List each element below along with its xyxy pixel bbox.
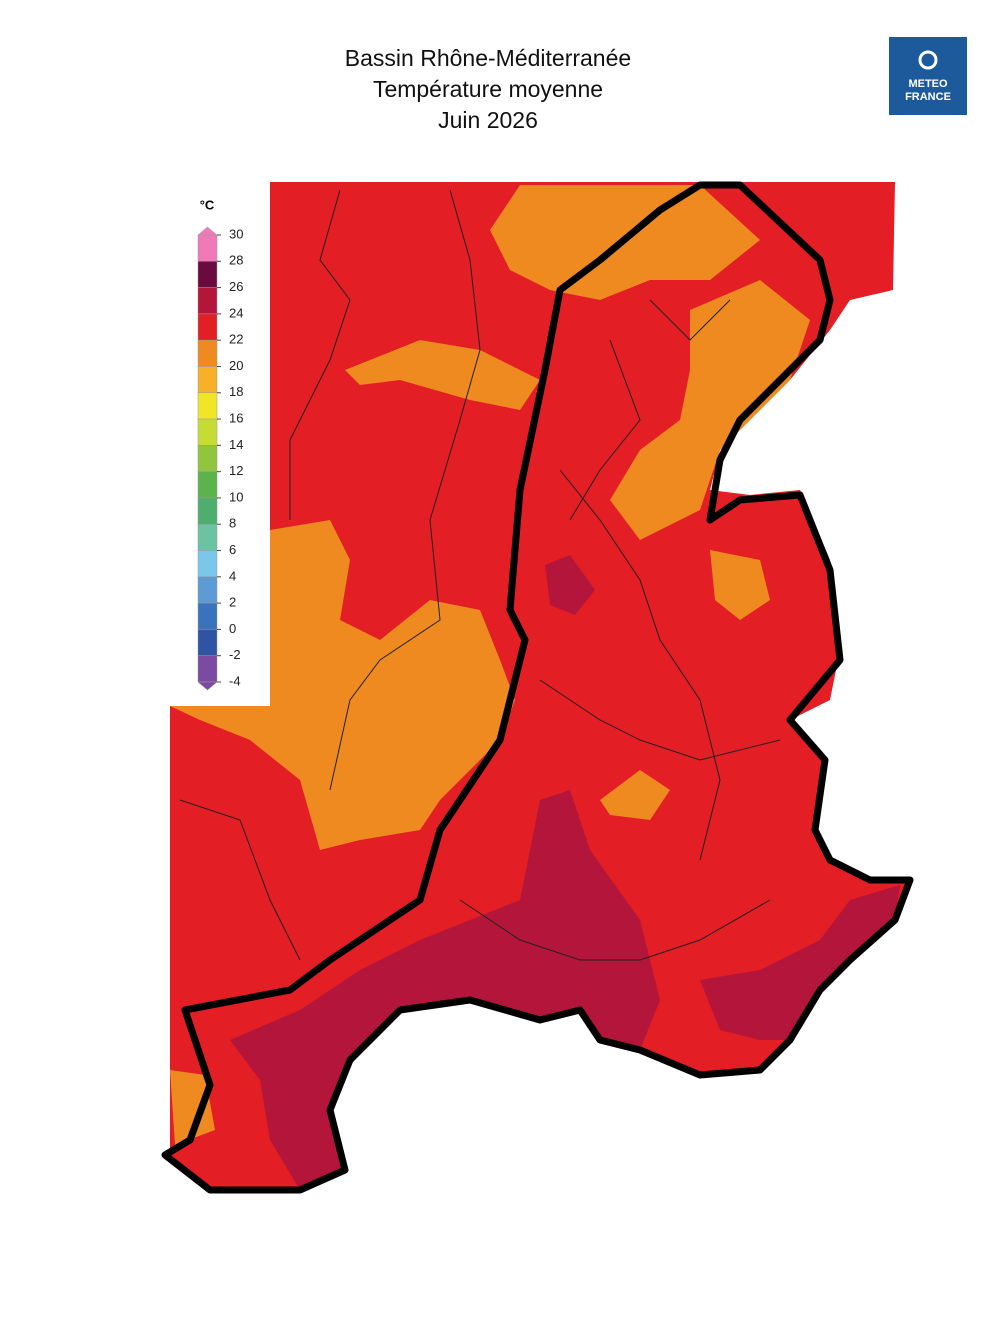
legend-tick-label: 4 xyxy=(229,568,236,583)
logo-icon xyxy=(918,50,938,70)
legend-swatch xyxy=(197,261,218,288)
legend-swatch xyxy=(197,339,218,367)
legend-tick-label: -4 xyxy=(229,673,241,688)
legend-swatch xyxy=(197,550,218,578)
warm-zone xyxy=(345,340,540,410)
legend-tick-label: 18 xyxy=(229,384,243,399)
hot-zone xyxy=(545,555,595,615)
warm-zone xyxy=(170,1070,215,1145)
legend-swatch xyxy=(197,313,218,341)
warm-zone xyxy=(170,520,515,850)
legend-swatch xyxy=(197,392,218,420)
hot-zone xyxy=(700,885,900,1040)
legend-swatch xyxy=(197,471,218,499)
title-line: Bassin Rhône-Méditerranée xyxy=(345,45,631,71)
legend-panel xyxy=(170,182,270,706)
warm-zone xyxy=(600,770,670,820)
legend-tick-label: 8 xyxy=(229,516,236,531)
logo-text: METEO xyxy=(908,78,948,90)
legend-swatch xyxy=(197,418,218,446)
title-line: Température moyenne xyxy=(373,76,603,102)
legend-arrow-top xyxy=(197,226,218,236)
legend-tick-label: 12 xyxy=(229,463,243,478)
legend-tick-label: 6 xyxy=(229,542,236,557)
legend-swatch xyxy=(197,287,218,315)
legend-tick-label: 0 xyxy=(229,621,236,636)
legend-tick-label: -2 xyxy=(229,647,241,662)
legend-swatch xyxy=(197,602,218,630)
legend-swatch xyxy=(197,445,218,472)
legend-tick-label: 26 xyxy=(229,279,243,294)
legend-tick-label: 2 xyxy=(229,595,236,610)
legend-tick-label: 24 xyxy=(229,305,243,320)
legend-tick-label: 22 xyxy=(229,332,243,347)
map xyxy=(161,181,914,1194)
legend-swatch xyxy=(197,497,218,525)
basin-border xyxy=(161,181,914,1194)
legend-swatch xyxy=(197,576,218,604)
legend-swatch xyxy=(197,366,218,394)
legend-tick-label: 30 xyxy=(229,226,243,241)
warm-zone xyxy=(710,550,770,620)
legend-arrow-bottom xyxy=(197,681,218,691)
warm-zone xyxy=(610,280,810,540)
legend-unit: °C xyxy=(200,197,215,212)
title-line: Juin 2026 xyxy=(438,107,538,133)
legend-tick-label: 14 xyxy=(229,437,243,452)
logo: METEO FRANCE xyxy=(889,37,967,115)
legend-tick-label: 16 xyxy=(229,410,243,425)
logo-text: FRANCE xyxy=(905,91,951,103)
logo-background xyxy=(889,37,967,115)
department-borders xyxy=(179,189,781,961)
legend-swatch xyxy=(197,655,218,683)
legend-swatch xyxy=(197,523,218,551)
legend-tick-label: 10 xyxy=(229,489,243,504)
legend-swatch xyxy=(197,234,218,262)
legend-tick-label: 28 xyxy=(229,253,243,268)
legend-swatch xyxy=(197,629,218,656)
legend-tick-label: 20 xyxy=(229,358,243,373)
